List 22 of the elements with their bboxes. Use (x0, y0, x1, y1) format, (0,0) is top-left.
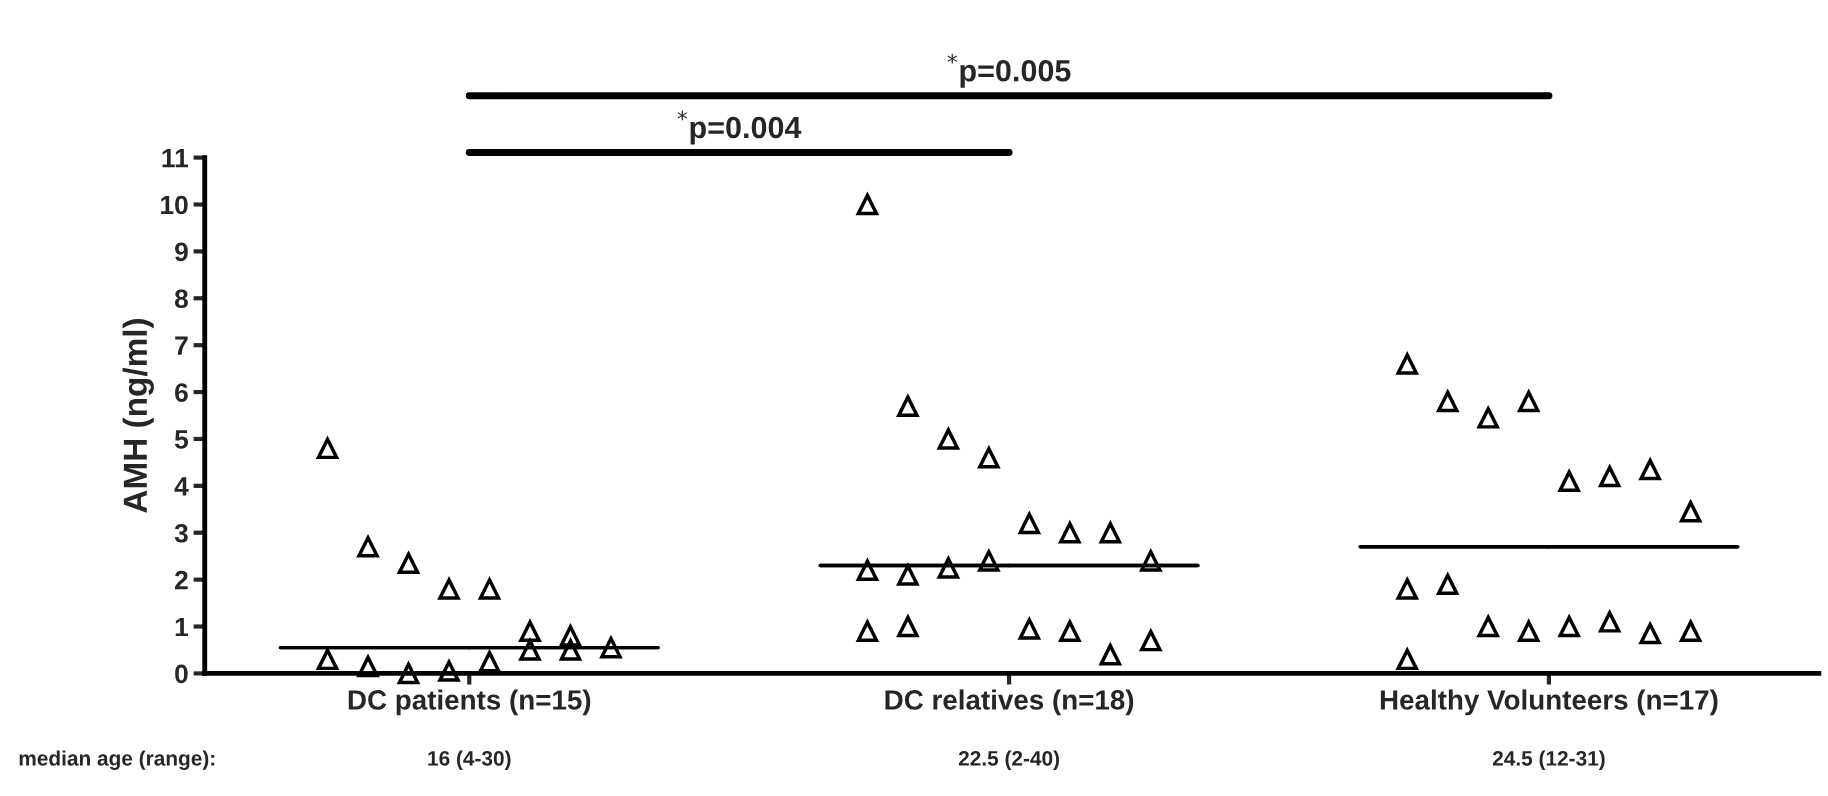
x-tick-label: DC patients (n=15) (348, 689, 591, 716)
y-tick-label: 1 (175, 617, 189, 637)
y-axis-title: AMH (ng/ml) (122, 319, 154, 513)
y-tick-label: 5 (174, 430, 189, 449)
text: 16 (4-30) (428, 750, 511, 770)
y-tick-label: 9 (175, 242, 188, 262)
text: $^{*}$p=0.005 (947, 53, 1071, 88)
y-tick-label: 10 (161, 195, 188, 215)
text: $^{*}$p=0.004 (677, 110, 802, 145)
text: 24.5 (12-31) (1492, 750, 1605, 770)
y-tick-label: 4 (174, 477, 189, 496)
text: 22.5 (2-40) (958, 750, 1060, 770)
y-tick-label: 7 (175, 336, 188, 355)
y-tick-label: 0 (175, 664, 188, 684)
y-tick-label: 8 (174, 289, 188, 309)
y-tick-label: 3 (174, 523, 188, 543)
x-tick-label: DC relatives (n=18) (885, 689, 1134, 716)
text: median age (range): (19, 750, 215, 770)
y-tick-label: 6 (175, 383, 188, 402)
x-tick-label: Healthy Volunteers (n=17) (1380, 689, 1718, 716)
y-tick-label: 11 (162, 149, 189, 168)
y-tick-label: 2 (175, 570, 188, 590)
